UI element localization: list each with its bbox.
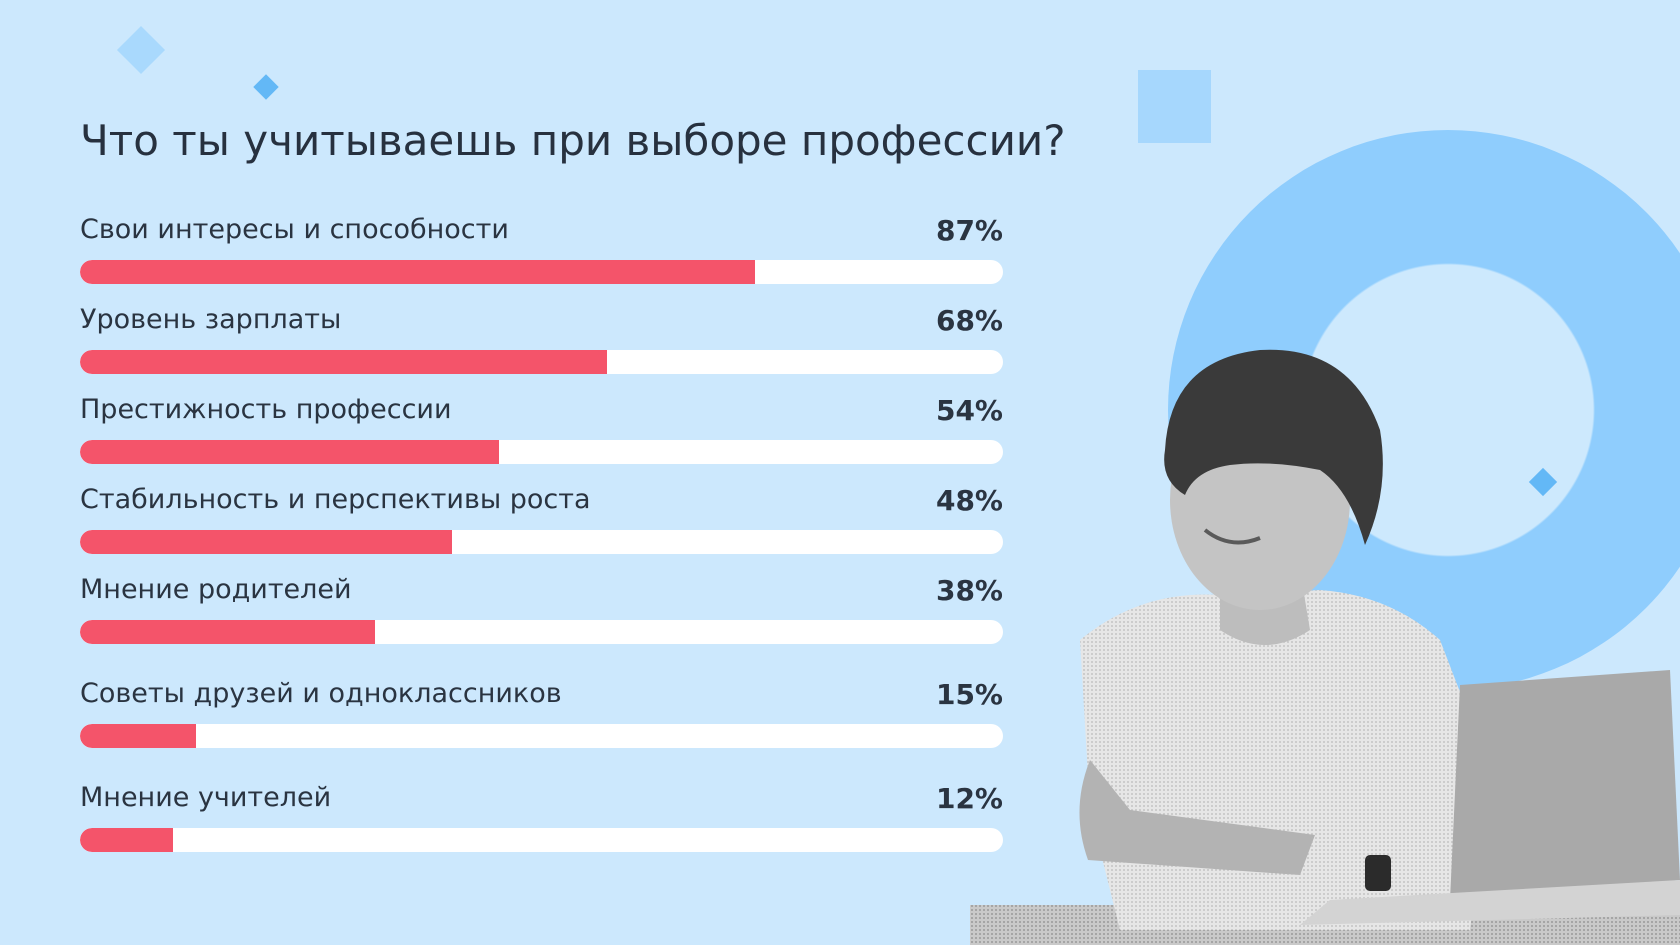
bar-label: Свои интересы и способности [80,214,509,245]
bar-track [80,440,1003,464]
bar-track [80,260,1003,284]
bar-label: Мнение родителей [80,574,352,605]
bar-track [80,620,1003,644]
decor-diamond-large [116,25,166,75]
bar-value-label: 54% [935,394,1003,427]
hair [1164,349,1383,545]
bar [80,724,197,748]
bar-track [80,828,1003,852]
bar-track [80,350,1003,374]
bar-label: Советы друзей и одноклассников [80,678,562,709]
bar-label: Уровень зарплаты [80,304,342,335]
chart-title: Что ты учитываешь при выборе профессии? [80,116,1066,165]
bar-value-label: 68% [935,304,1003,337]
bar-label: Мнение учителей [80,782,332,813]
bar-track [80,724,1003,748]
bar [80,530,453,554]
decor-diamond-small [253,74,279,100]
smile [1203,528,1261,545]
decor-square [1138,70,1211,143]
bar [80,828,174,852]
bar [80,260,755,284]
bar [80,620,375,644]
bar-value-label: 38% [935,574,1003,607]
laptop-screen [1450,670,1680,900]
bar-value-label: 15% [935,678,1003,711]
arm [1079,760,1315,875]
laptop-base [1300,880,1680,925]
bar [80,440,499,464]
bar-label: Престижность профессии [80,394,452,425]
bar-value-label: 87% [935,214,1003,247]
bar-value-label: 12% [935,782,1003,815]
bar-track [80,530,1003,554]
bar [80,350,608,374]
boy-with-laptop-illustration [970,349,1680,945]
bar-label: Стабильность и перспективы роста [80,484,591,515]
watch-icon [1365,855,1391,891]
bar-value-label: 48% [935,484,1003,517]
